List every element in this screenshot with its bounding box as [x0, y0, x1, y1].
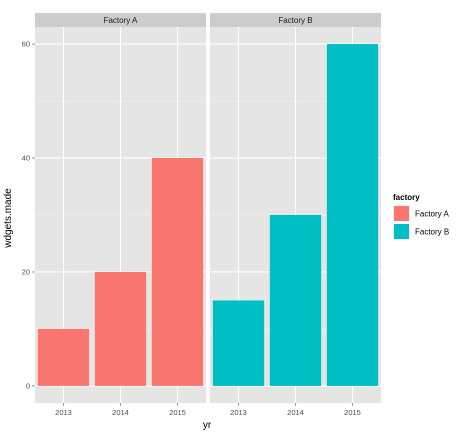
bar-factory-a-2014: [94, 271, 147, 386]
facet-strip: [35, 13, 206, 27]
y-tick-label: 0: [26, 381, 30, 390]
y-axis-title: wdgets.made: [3, 188, 14, 249]
y-tick-label: 40: [22, 154, 30, 163]
legend-swatch-2: [394, 224, 409, 239]
facet-panels: Factory A 2013 2014 2015 Factory B 2013 2014 20…: [35, 13, 381, 417]
bar-factory-b-2013: [212, 300, 265, 386]
x-tick-label: 2015: [344, 408, 361, 417]
x-tick-label: 2013: [55, 408, 72, 417]
x-axis-title: yr: [203, 420, 212, 431]
facet-panel-1: Factory A 2013 2014 2015: [35, 13, 206, 417]
y-tick-label: 20: [22, 267, 30, 276]
bar-factory-b-2014: [269, 215, 322, 386]
legend-label-2: Factory B: [415, 228, 449, 237]
legend-swatch-1: [394, 206, 409, 221]
x-tick-label: 2013: [230, 408, 247, 417]
x-tick-label: 2014: [287, 408, 304, 417]
bar-factory-a-2013: [37, 328, 90, 386]
x-tick-label: 2015: [169, 408, 186, 417]
legend-label-1: Factory A: [415, 210, 449, 219]
y-tick-label: 60: [22, 40, 30, 49]
facet-strip-label: Factory B: [278, 16, 312, 25]
legend-title: factory: [393, 193, 420, 202]
bar-factory-a-2015: [151, 158, 204, 386]
bar-factory-b-2015: [326, 44, 379, 386]
x-tick-label: 2014: [112, 408, 129, 417]
y-axis: 0 20 40 60: [22, 40, 35, 390]
facet-strip-label: Factory A: [104, 16, 138, 25]
facet-strip: [210, 13, 381, 27]
legend: factory Factory A Factory B: [392, 193, 449, 241]
facet-panel-2: Factory B 2013 2014 2015: [210, 13, 381, 417]
